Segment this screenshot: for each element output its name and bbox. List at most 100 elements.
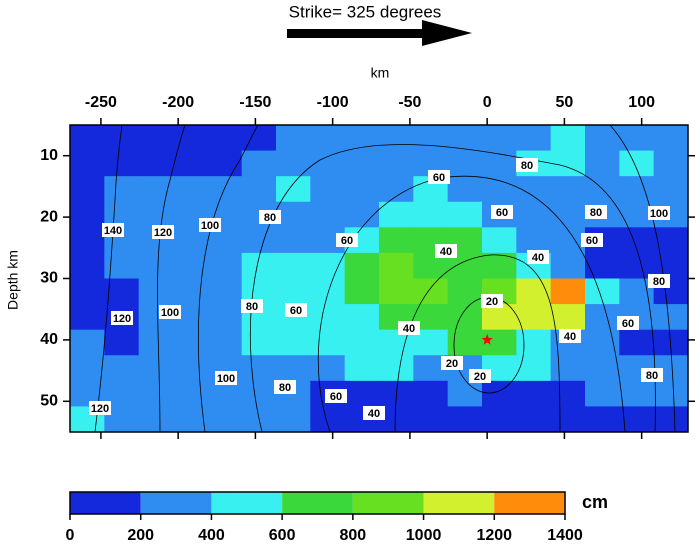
- cell: [276, 176, 311, 203]
- cell: [70, 304, 105, 331]
- cell: [173, 150, 208, 177]
- cell: [379, 278, 414, 305]
- contour-label: 100: [201, 220, 219, 232]
- cell: [276, 355, 311, 382]
- contour-label-box: [559, 329, 581, 343]
- cell: [550, 125, 586, 152]
- cell: [653, 304, 689, 331]
- cell: [413, 380, 449, 407]
- x-tick-label: 0: [483, 94, 492, 111]
- colorbar-tick-label: 400: [198, 527, 225, 544]
- cell: [173, 380, 208, 407]
- cell: [585, 329, 620, 356]
- cell: [276, 125, 311, 152]
- x-axis-label: km: [371, 65, 390, 81]
- cell: [447, 176, 483, 203]
- cell: [447, 329, 483, 356]
- cell: [585, 150, 620, 177]
- contour-label-box: [428, 170, 450, 184]
- colorbar-swatch: [423, 492, 495, 514]
- cell: [344, 252, 380, 279]
- cell: [241, 125, 277, 152]
- cell: [310, 329, 346, 356]
- cell: [138, 329, 174, 356]
- contour-label: 80: [653, 276, 665, 288]
- contour-label: 80: [646, 370, 658, 382]
- cell: [447, 380, 483, 407]
- cell: [413, 125, 449, 152]
- contour-label: 60: [586, 235, 598, 247]
- strike-arrow: [287, 20, 472, 46]
- contour-label: 40: [368, 408, 380, 420]
- cell: [104, 355, 140, 382]
- colorbar-tick-label: 600: [269, 527, 296, 544]
- contour-label: 60: [341, 235, 353, 247]
- cell: [550, 278, 586, 305]
- contour-line: [249, 144, 656, 433]
- cell: [447, 125, 483, 152]
- y-tick-label: 20: [40, 208, 58, 225]
- cell: [550, 176, 586, 203]
- cell: [585, 355, 620, 382]
- cell: [379, 201, 414, 228]
- cell: [344, 278, 380, 305]
- contour-label: 120: [91, 403, 109, 415]
- colorbar-tick-label: 200: [127, 527, 154, 544]
- contour-label-box: [363, 406, 385, 420]
- cell: [344, 201, 380, 228]
- contour-line: [609, 124, 676, 433]
- cell: [207, 125, 243, 152]
- contour-label: 40: [403, 323, 415, 335]
- cell: [70, 329, 105, 356]
- cell: [447, 150, 483, 177]
- contour-label: 40: [532, 252, 544, 264]
- cell: [310, 125, 346, 152]
- cell: [276, 406, 311, 433]
- contour-label: 20: [446, 358, 458, 370]
- colorbar-tick-label: 1200: [476, 527, 512, 544]
- cell: [653, 406, 689, 433]
- x-tick-label: 100: [628, 94, 655, 111]
- y-tick-label: 50: [40, 393, 58, 410]
- cell: [138, 355, 174, 382]
- cell: [276, 201, 311, 228]
- colorbar-swatch: [70, 492, 141, 514]
- cell: [138, 125, 174, 152]
- contour-label: 60: [290, 305, 302, 317]
- contour-label-box: [581, 233, 603, 247]
- contour-label: 60: [496, 207, 508, 219]
- cell: [276, 227, 311, 254]
- x-tick-label: -150: [239, 94, 271, 111]
- hypocenter: [481, 333, 493, 345]
- y-tick-label: 30: [40, 270, 58, 287]
- cell: [619, 150, 655, 177]
- cell: [207, 176, 243, 203]
- contour-label: 80: [264, 212, 276, 224]
- cell: [585, 380, 620, 407]
- cell: [241, 176, 277, 203]
- contour-line: [197, 124, 259, 433]
- contour-label-box: [159, 305, 181, 319]
- cell: [482, 406, 517, 433]
- contour-labels: 80 60 60 80 100 140 120 100 80 60 40 40 60 80 20 80 60 10…: [89, 158, 670, 420]
- cells: [70, 125, 689, 433]
- cell: [138, 150, 174, 177]
- colorbar-tick-label: 1000: [406, 527, 442, 544]
- colorbar-frame: [69, 491, 566, 515]
- cell: [344, 150, 380, 177]
- contour-label: 80: [590, 207, 602, 219]
- cell: [138, 252, 174, 279]
- contour-label-box: [241, 299, 263, 313]
- x-tick-label: -50: [398, 94, 421, 111]
- cell: [70, 355, 105, 382]
- cell: [550, 252, 586, 279]
- cell: [585, 252, 620, 279]
- cell: [550, 380, 586, 407]
- cell: [550, 201, 586, 228]
- contour-label: 80: [246, 301, 258, 313]
- cell: [516, 227, 552, 254]
- contour-label: 80: [521, 160, 533, 172]
- colorbar-swatch: [140, 492, 212, 514]
- cell: [173, 329, 208, 356]
- cell: [550, 406, 586, 433]
